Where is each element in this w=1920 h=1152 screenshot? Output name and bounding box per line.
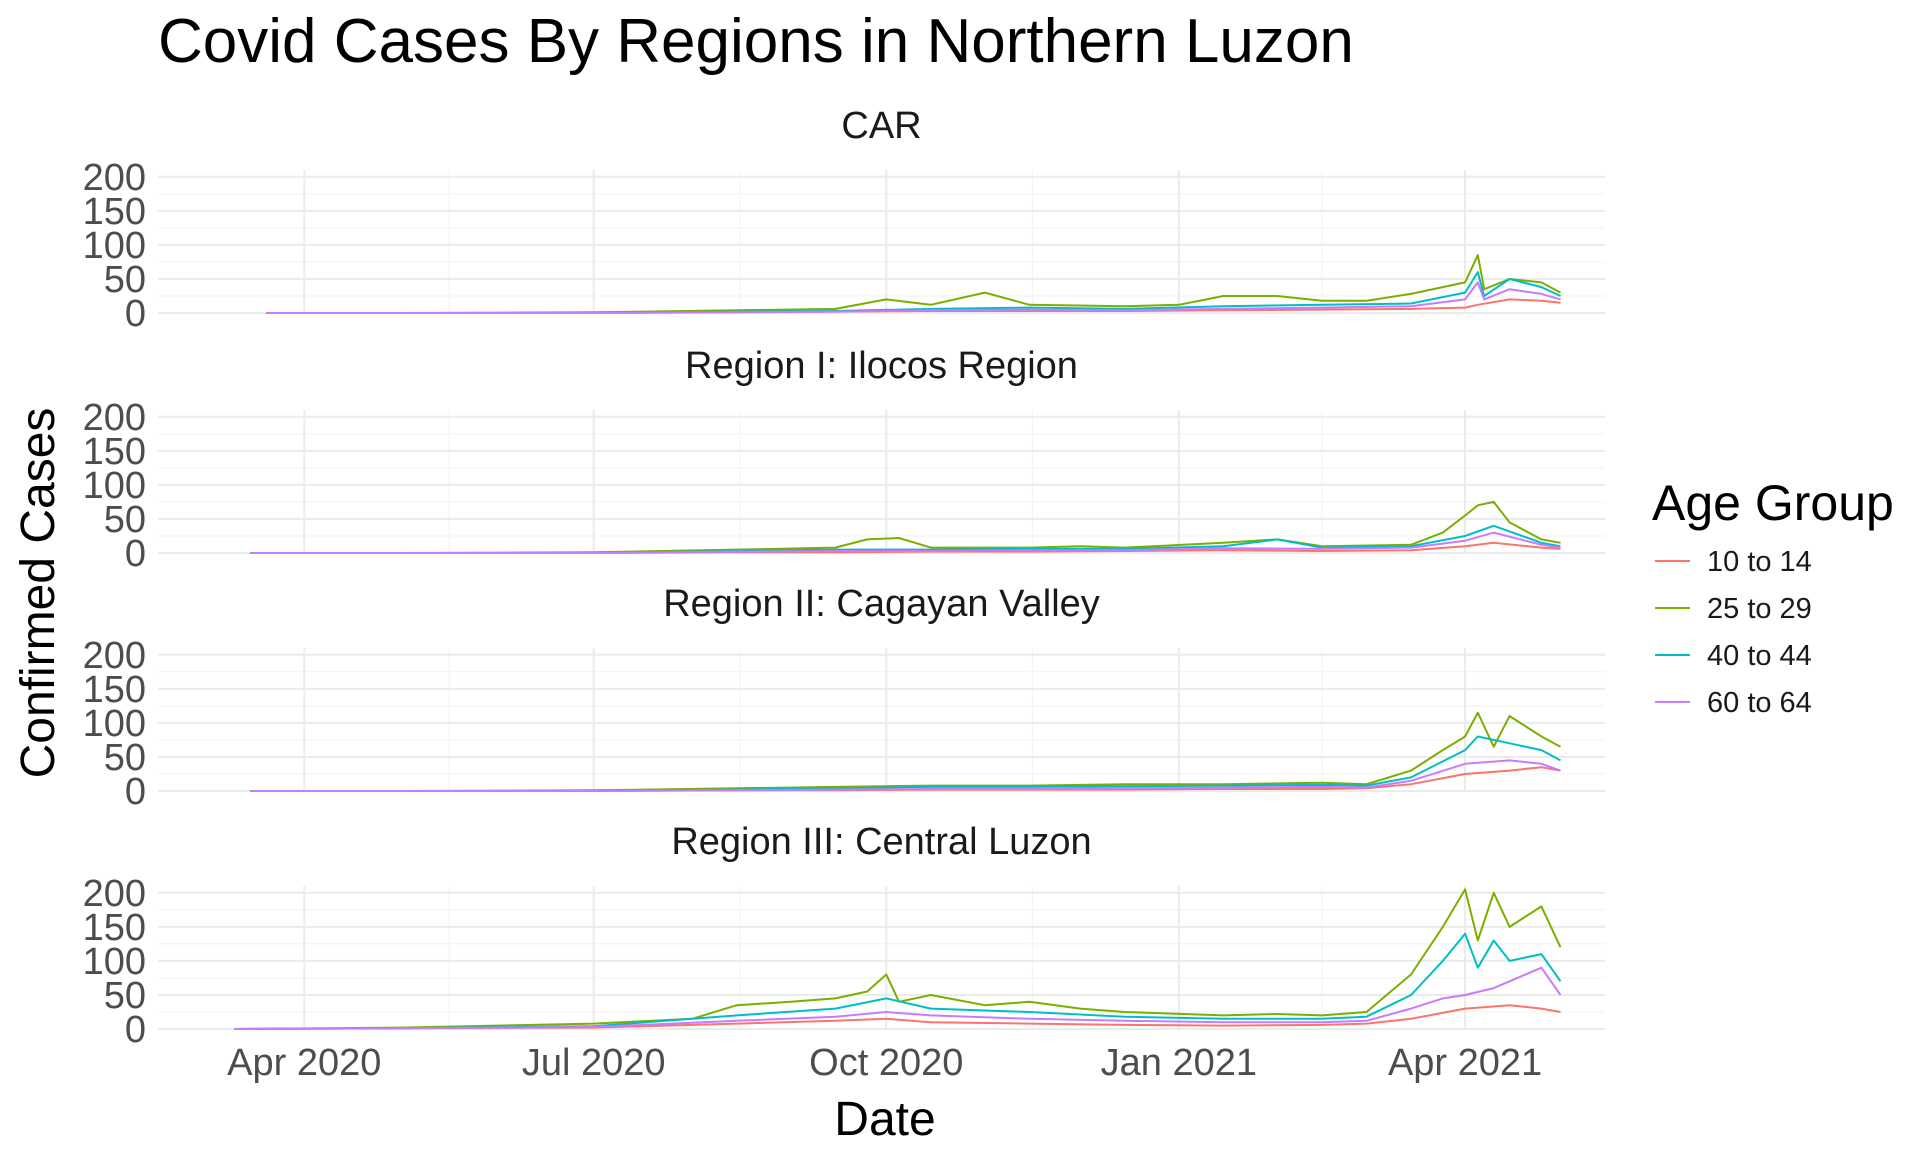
series-line xyxy=(250,735,1561,792)
x-tick-label: Jan 2021 xyxy=(1101,1042,1257,1084)
y-tick-label: 100 xyxy=(83,225,146,267)
y-tick-label: 0 xyxy=(125,1009,146,1051)
x-tick-label: Apr 2020 xyxy=(227,1042,381,1084)
series-line xyxy=(250,500,1561,554)
y-tick-label: 0 xyxy=(125,533,146,575)
x-axis-ticks: Apr 2020 Jul 2020 Oct 2020 Jan 2021 Apr 2021 xyxy=(227,1042,1542,1084)
series-line xyxy=(250,531,1561,554)
legend-item: 60 to 64 xyxy=(1655,687,1812,719)
series-line xyxy=(266,281,1561,314)
series-line xyxy=(234,966,1562,1030)
legend-label: 25 to 29 xyxy=(1707,593,1812,625)
legend-label: 60 to 64 xyxy=(1707,687,1812,719)
y-tick-label: 200 xyxy=(83,873,146,915)
facet-strip-label: CAR xyxy=(841,105,921,147)
y-tick-label: 50 xyxy=(104,499,146,541)
legend-item: 10 to 14 xyxy=(1655,546,1812,578)
y-tick-label: 150 xyxy=(83,431,146,473)
legend-item: 40 to 44 xyxy=(1655,640,1812,672)
x-tick-label: Jul 2020 xyxy=(522,1042,666,1084)
y-tick-label: 0 xyxy=(125,771,146,813)
legend-item: 25 to 29 xyxy=(1655,593,1812,625)
facet-strip-label: Region III: Central Luzon xyxy=(671,821,1091,863)
y-tick-label: 200 xyxy=(83,397,146,439)
legend-items: 10 to 14 25 to 29 40 to 44 60 to 64 xyxy=(1655,546,1812,719)
series-line xyxy=(250,759,1561,792)
series-line xyxy=(266,254,1561,314)
x-tick-label: Oct 2020 xyxy=(809,1042,963,1084)
y-tick-label: 200 xyxy=(83,635,146,677)
facet-strip-label: Region I: Ilocos Region xyxy=(685,345,1078,387)
legend-label: 10 to 14 xyxy=(1707,546,1812,578)
y-tick-label: 50 xyxy=(104,737,146,779)
y-axis-title: Confirmed Cases xyxy=(12,408,65,779)
facet-strip-label: Region II: Cagayan Valley xyxy=(663,583,1100,625)
y-tick-label: 150 xyxy=(83,191,146,233)
series-line xyxy=(250,711,1561,792)
x-axis-title: Date xyxy=(834,1093,935,1146)
chart-title: Covid Cases By Regions in Northern Luzon xyxy=(158,7,1354,76)
series-line xyxy=(234,1004,1561,1030)
series-line xyxy=(234,932,1562,1030)
y-tick-label: 200 xyxy=(83,157,146,199)
y-tick-label: 50 xyxy=(104,259,146,301)
y-tick-label: 150 xyxy=(83,907,146,949)
y-tick-label: 100 xyxy=(83,465,146,507)
y-tick-label: 100 xyxy=(83,941,146,983)
y-tick-label: 150 xyxy=(83,669,146,711)
legend-title: Age Group xyxy=(1652,475,1894,531)
y-tick-label: 0 xyxy=(125,293,146,335)
y-tick-label: 100 xyxy=(83,703,146,745)
x-tick-label: Apr 2021 xyxy=(1388,1042,1542,1084)
y-tick-label: 50 xyxy=(104,975,146,1017)
series-line xyxy=(234,888,1562,1030)
legend: Age Group 10 to 14 25 to 29 40 to 44 60 to … xyxy=(1652,475,1894,719)
legend-label: 40 to 44 xyxy=(1707,640,1812,672)
